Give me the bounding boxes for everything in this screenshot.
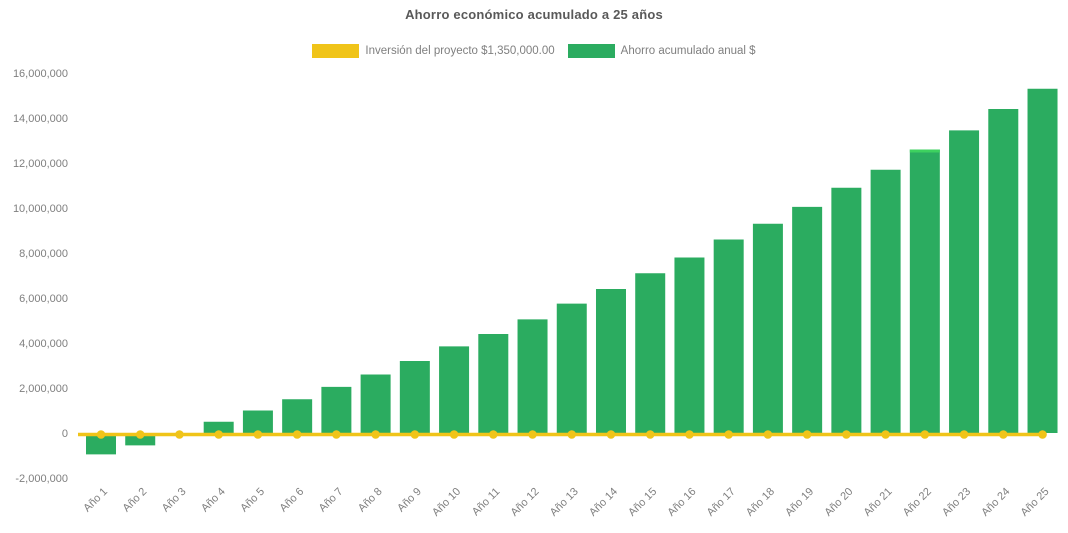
line-marker (645, 430, 655, 439)
y-tick-label: -2,000,000 (15, 473, 68, 485)
bar (86, 433, 116, 455)
line-marker (802, 430, 812, 439)
legend-swatch-savings (567, 44, 615, 58)
bar (713, 239, 744, 433)
x-tick-label: Año 4 (199, 486, 228, 515)
x-tick-label: Año 25 (1018, 486, 1051, 519)
x-tick-label: Año 2 (121, 486, 150, 515)
bar (439, 346, 470, 433)
bar (360, 374, 391, 433)
x-tick-label: Año 16 (665, 486, 698, 519)
y-tick-label: 6,000,000 (19, 293, 68, 305)
y-tick-label: 14,000,000 (13, 113, 68, 125)
bar (517, 319, 548, 433)
line-marker (96, 430, 106, 439)
legend-swatch-investment (312, 44, 360, 58)
line-marker (332, 430, 341, 439)
bar (792, 206, 823, 433)
x-tick-label: Año 22 (901, 486, 934, 519)
x-tick-label: Año 11 (470, 486, 503, 519)
line-marker (724, 430, 733, 439)
x-tick-label: Año 23 (940, 486, 973, 519)
bar (831, 187, 862, 433)
x-tick-label: Año 21 (862, 486, 895, 519)
chart-legend: Inversión del proyecto $1,350,000.00 Aho… (0, 44, 1068, 58)
x-tick-label: Año 3 (160, 486, 189, 515)
bar (635, 273, 666, 433)
line-marker (135, 430, 145, 439)
line-marker (214, 430, 223, 439)
bar (203, 421, 234, 433)
x-tick-label: Año 7 (317, 486, 346, 515)
y-tick-label: 10,000,000 (13, 203, 68, 215)
bar (1027, 88, 1058, 433)
bar (321, 386, 352, 433)
line-marker (371, 430, 380, 439)
bar (870, 169, 901, 433)
y-tick-label: 12,000,000 (13, 158, 68, 170)
x-tick-label: Año 12 (509, 486, 542, 519)
line-marker (449, 430, 459, 439)
line-marker (567, 430, 577, 439)
x-tick-label: Año 5 (238, 486, 267, 515)
y-tick-label: 16,000,000 (13, 68, 68, 80)
bar (242, 410, 273, 433)
x-tick-label: Año 18 (744, 486, 777, 519)
y-tick-label: 8,000,000 (19, 248, 68, 260)
x-tick-label: Año 17 (705, 486, 738, 519)
line-marker (685, 430, 694, 439)
line-marker (410, 430, 420, 439)
line-marker (175, 430, 184, 439)
line-marker (959, 430, 969, 439)
x-tick-label: Año 24 (979, 486, 1012, 519)
legend-label-savings: Ahorro acumulado anual $ (620, 45, 756, 57)
line-marker (763, 430, 773, 439)
y-tick-label: 4,000,000 (19, 338, 68, 350)
line-marker (920, 430, 930, 439)
x-tick-label: Año 9 (395, 486, 424, 515)
x-tick-label: Año 14 (587, 486, 620, 519)
x-tick-label: Año 20 (822, 486, 855, 519)
line-marker (528, 430, 537, 439)
bar (949, 130, 980, 433)
x-tick-label: Año 8 (356, 486, 385, 515)
legend-item-investment: Inversión del proyecto $1,350,000.00 (312, 44, 555, 58)
chart-title: Ahorro económico acumulado a 25 años (405, 7, 663, 22)
bar-highlight-cap (909, 149, 940, 153)
bar (988, 109, 1019, 433)
line-marker (1038, 430, 1047, 439)
x-tick-label: Año 13 (548, 486, 581, 519)
bar (909, 149, 940, 433)
line-marker (489, 430, 498, 439)
x-tick-label: Año 6 (277, 486, 306, 515)
line-marker (998, 430, 1008, 439)
bar (399, 361, 430, 433)
legend-label-investment: Inversión del proyecto $1,350,000.00 (365, 45, 555, 57)
line-marker (881, 430, 890, 439)
y-tick-label: 2,000,000 (19, 383, 68, 395)
x-tick-label: Año 19 (783, 486, 816, 519)
bar (556, 303, 587, 433)
x-tick-label: Año 1 (81, 486, 110, 515)
bar (478, 334, 509, 433)
legend-item-savings: Ahorro acumulado anual $ (567, 44, 756, 58)
line-marker (842, 430, 851, 439)
line-marker (606, 430, 616, 439)
y-tick-label: 0 (62, 428, 68, 440)
x-tick-label: Año 10 (430, 486, 463, 519)
bar (595, 289, 626, 433)
x-tick-label: Año 15 (626, 486, 659, 519)
bar (674, 257, 705, 433)
line-marker (253, 430, 263, 439)
bar (282, 399, 313, 433)
line-marker (292, 430, 302, 439)
bar (752, 223, 783, 433)
